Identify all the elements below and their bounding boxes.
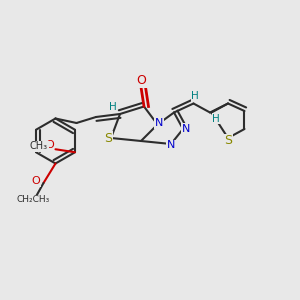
Text: N: N (167, 140, 175, 151)
Text: N: N (182, 124, 190, 134)
Text: CH₂CH₃: CH₂CH₃ (16, 195, 50, 204)
Text: O: O (32, 176, 40, 187)
Text: S: S (104, 131, 112, 145)
Text: H: H (212, 113, 220, 124)
Text: N: N (155, 118, 163, 128)
Text: H: H (109, 101, 116, 112)
Text: H: H (191, 91, 199, 101)
Text: S: S (224, 134, 232, 148)
Text: O: O (45, 140, 54, 150)
Text: O: O (136, 74, 146, 87)
Text: CH₃: CH₃ (30, 141, 48, 151)
